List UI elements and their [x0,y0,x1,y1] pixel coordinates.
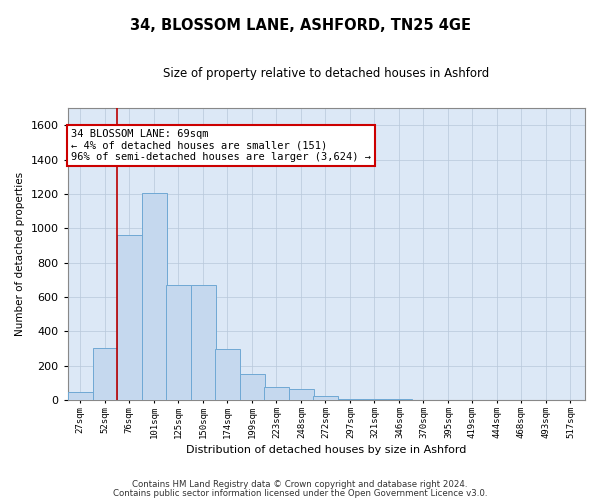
X-axis label: Distribution of detached houses by size in Ashford: Distribution of detached houses by size … [186,445,467,455]
Text: Contains public sector information licensed under the Open Government Licence v3: Contains public sector information licen… [113,488,487,498]
Bar [264,388,289,400]
Bar [338,398,363,400]
Text: Contains HM Land Registry data © Crown copyright and database right 2024.: Contains HM Land Registry data © Crown c… [132,480,468,489]
Bar [166,285,191,400]
Bar [142,193,167,400]
Bar [240,374,265,400]
Bar [289,389,314,400]
Bar [215,348,240,400]
Bar [313,396,338,400]
Bar [191,285,216,400]
Bar [68,392,93,400]
Text: 34, BLOSSOM LANE, ASHFORD, TN25 4GE: 34, BLOSSOM LANE, ASHFORD, TN25 4GE [130,18,470,32]
Title: Size of property relative to detached houses in Ashford: Size of property relative to detached ho… [163,68,490,80]
Text: 34 BLOSSOM LANE: 69sqm
← 4% of detached houses are smaller (151)
96% of semi-det: 34 BLOSSOM LANE: 69sqm ← 4% of detached … [71,128,371,162]
Bar [93,348,118,400]
Bar [117,235,142,400]
Y-axis label: Number of detached properties: Number of detached properties [15,172,25,336]
